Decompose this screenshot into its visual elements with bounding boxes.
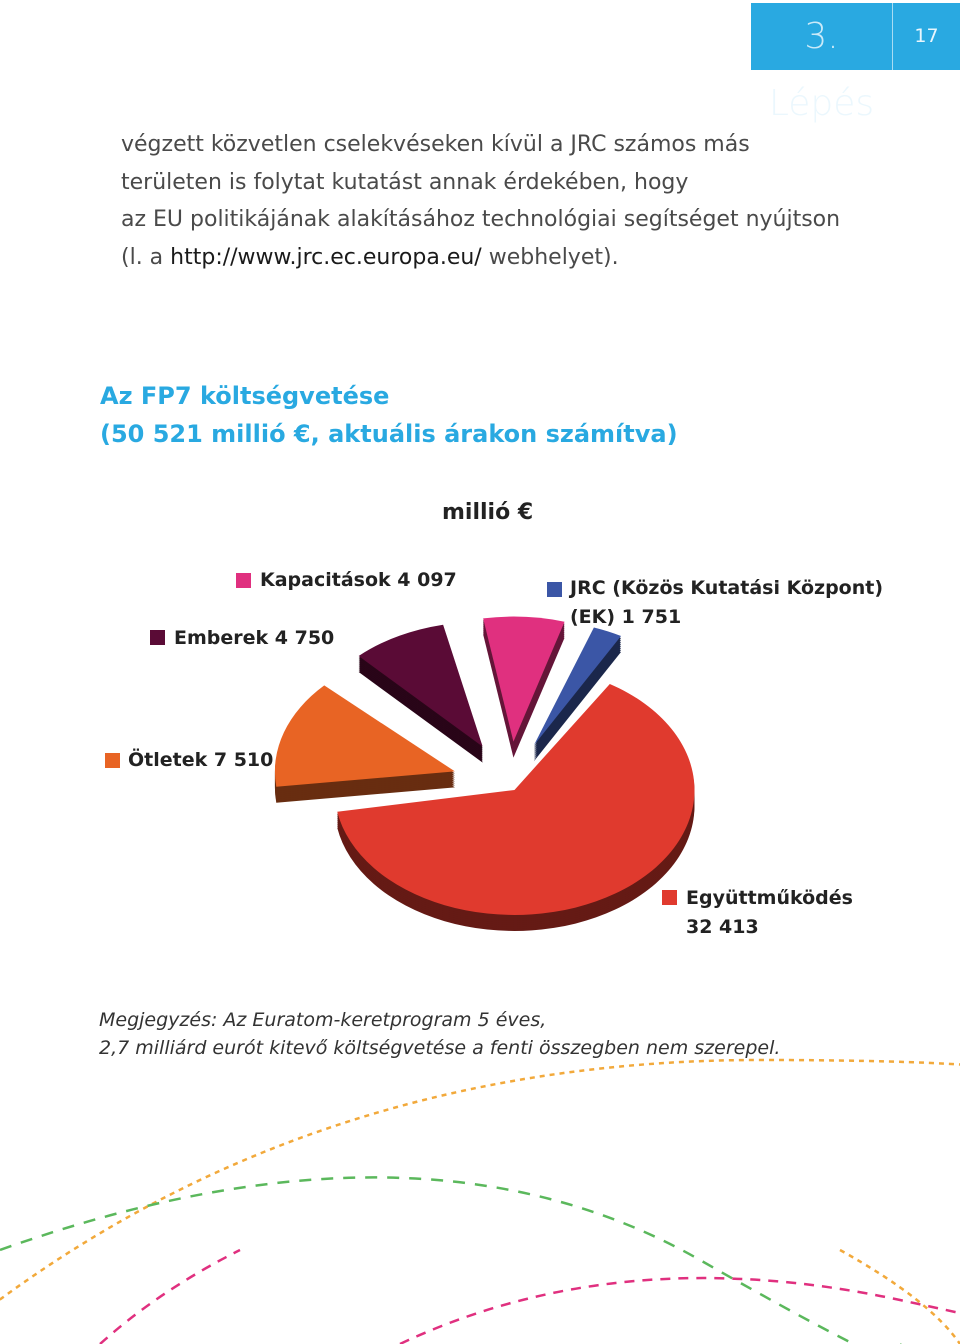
pie-slice-kapacitások (483, 616, 565, 742)
label-kapacitasok: Kapacitások 4 097 (260, 569, 457, 591)
legend-swatch-kapacitasok (236, 573, 251, 588)
decorative-dashed-arc (0, 1058, 960, 1302)
decorative-dashed-arc (839, 1248, 960, 1344)
pie-slice-jrc (533, 627, 622, 746)
pie-slice-ötletek (274, 685, 455, 787)
intro-line-3: az EU politikájának alakításához technol… (121, 207, 841, 232)
chart-title-block: Az FP7 költségvetése (50 521 millió €, a… (100, 377, 860, 453)
pie-slice-emberek (358, 624, 483, 747)
intro-paragraph: végzett közvetlen cselekvéseken kívül a … (121, 126, 881, 276)
label-egyuttmukodes-line-1: Együttműködés (686, 887, 853, 909)
page-header: 3. Lépés 17 (751, 3, 960, 124)
step-title: 3. Lépés (751, 3, 893, 124)
legend-swatch-otletek (105, 753, 120, 768)
chart-title: Az FP7 költségvetése (100, 382, 390, 410)
footnote: Megjegyzés: Az Euratom-keretprogram 5 év… (99, 1006, 899, 1062)
label-jrc: JRC (Közös Kutatási Központ) (EK) 1 751 (570, 574, 883, 632)
legend-swatch-emberek (150, 630, 165, 645)
pie-slices (274, 616, 695, 931)
footnote-line-1: Megjegyzés: Az Euratom-keretprogram 5 év… (99, 1009, 547, 1031)
unit-label: millió € (442, 500, 534, 525)
decorative-dashed-arc (0, 1176, 902, 1344)
legend-swatch-jrc (547, 582, 562, 597)
label-egyuttmukodes: Együttműködés 32 413 (686, 884, 853, 942)
legend-swatch-egyuttmukodes (662, 890, 677, 905)
decorative-dashed-arc (99, 1248, 241, 1344)
label-jrc-line-1: JRC (Közös Kutatási Központ) (570, 577, 884, 599)
label-otletek: Ötletek 7 510 (128, 749, 274, 771)
label-jrc-line-2: (EK) 1 751 (570, 606, 682, 628)
intro-line-2: területen is folytat kutatást annak érde… (121, 169, 689, 195)
decorative-arcs (0, 1058, 960, 1344)
page-number: 17 (914, 25, 939, 47)
footnote-line-2: 2,7 milliárd eurót kitevő költségvetése … (99, 1037, 781, 1059)
chart-subtitle: (50 521 millió €, aktuális árakon számít… (100, 420, 678, 448)
pie-slice-együttműködés (337, 683, 695, 915)
decorative-dashed-arc (399, 1276, 960, 1344)
intro-line-1: végzett közvetlen cselekvéseken kívül a … (121, 132, 750, 157)
label-egyuttmukodes-line-2: 32 413 (686, 916, 759, 938)
intro-line-4-prefix: (l. a (121, 244, 171, 270)
intro-line-4-suffix: webhelyet). (481, 244, 619, 270)
jrc-link[interactable]: http://www.jrc.ec.europa.eu/ (170, 244, 482, 270)
label-emberek: Emberek 4 750 (174, 627, 335, 649)
intro-line-4: (l. a http://www.jrc.ec.europa.eu/ webhe… (121, 239, 881, 277)
